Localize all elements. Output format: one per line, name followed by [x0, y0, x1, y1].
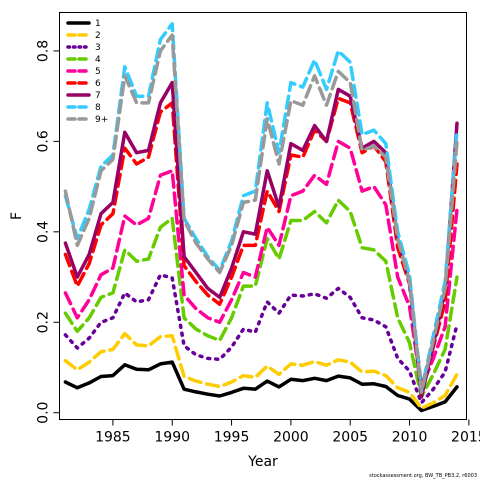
series-line-2 — [63, 331, 459, 410]
series-line-1 — [63, 360, 459, 413]
series-line-4 — [63, 198, 459, 399]
series-line-5 — [63, 139, 459, 390]
x-axis: 1985 1990 1995 2000 2005 2010 2015 — [95, 419, 480, 446]
y-tick-label: 0.6 — [36, 130, 52, 152]
y-axis: 0.0 0.2 0.4 0.6 0.8 — [36, 40, 60, 424]
x-tick-label: 2015 — [451, 430, 480, 446]
x-tick-label: 1995 — [214, 430, 250, 446]
x-axis-title: Year — [247, 454, 278, 470]
legend-label: 6 — [95, 79, 101, 89]
y-tick-label: 0.0 — [36, 402, 52, 424]
legend-label: 5 — [95, 67, 101, 77]
legend-label: 3 — [95, 43, 101, 53]
y-axis-title: F — [9, 212, 25, 220]
x-tick-label: 2005 — [332, 430, 368, 446]
series-line-3 — [63, 273, 459, 405]
legend-label: 9+ — [95, 115, 108, 125]
legend: 1 2 3 4 5 6 7 8 9+ — [66, 19, 108, 125]
series-lines — [63, 22, 459, 413]
x-tick-label: 1990 — [154, 430, 190, 446]
legend-label: 1 — [95, 19, 101, 29]
legend-label: 7 — [95, 91, 101, 101]
x-tick-label: 1985 — [95, 430, 131, 446]
footnote: stockassessment.org, BW_TB_PB3.2, r6003 — [369, 473, 477, 479]
x-tick-label: 2010 — [392, 430, 428, 446]
y-tick-label: 0.4 — [36, 221, 52, 243]
y-tick-label: 0.8 — [36, 40, 52, 62]
y-tick-label: 0.2 — [36, 311, 52, 333]
legend-label: 8 — [95, 103, 101, 113]
series-line-9 — [63, 33, 459, 395]
legend-label: 2 — [95, 31, 101, 41]
plot-frame — [59, 12, 467, 420]
legend-label: 4 — [95, 55, 101, 65]
x-tick-label: 2000 — [273, 430, 309, 446]
